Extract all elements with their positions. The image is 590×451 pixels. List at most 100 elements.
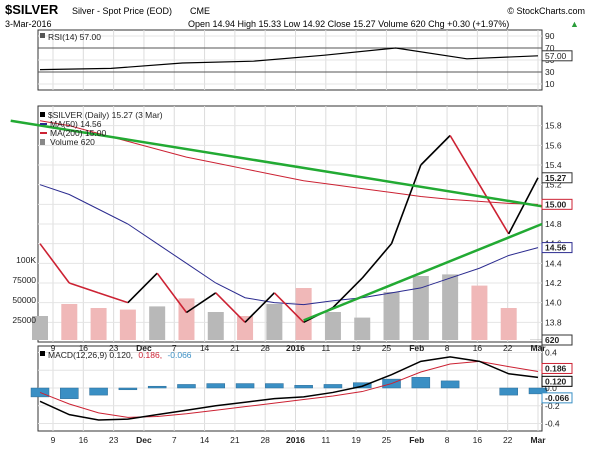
rsi-value-text: 57.00 <box>545 51 567 61</box>
macd-histogram-bar <box>411 377 431 389</box>
quote-up-arrow-icon: ▲ <box>570 19 579 29</box>
macd-histogram-bar <box>294 385 313 389</box>
rsi-title: RSI(14) 57.00 <box>48 32 101 42</box>
macd-y-tick-label: 0.0 <box>545 383 557 393</box>
price-value-box <box>541 198 573 210</box>
volume-legend-swatch <box>40 139 45 145</box>
chart-instrument-name: Silver - Spot Price (EOD) <box>72 6 172 16</box>
x-tick-label-macd: 25 <box>382 435 392 445</box>
macd-histogram-bar <box>265 383 284 389</box>
price-line-segment <box>420 134 451 166</box>
macd-histogram-bar <box>352 382 372 389</box>
price-line-segment <box>39 243 70 284</box>
x-tick-label-macd: 16 <box>473 435 483 445</box>
volume-bar <box>149 306 166 340</box>
axis-labels: 9 9 16 16 23 23 Dec Dec 7 7 14 14 21 21 28 28 2016 2016 11… <box>12 31 573 445</box>
price-value-box <box>541 242 573 254</box>
price-value-box <box>541 172 573 184</box>
price-y-tick-label: 14.2 <box>545 278 562 288</box>
macd-y-tick-label: -0.2 <box>545 401 560 411</box>
volume-bar <box>442 274 459 340</box>
ma50-line <box>39 184 539 306</box>
macd-histogram-bar <box>147 385 167 389</box>
macd-histogram-bar <box>60 387 79 399</box>
price-value-text: 14.56 <box>545 243 567 253</box>
gridlines <box>38 30 542 431</box>
price-y-tick-label: 15.2 <box>545 180 562 190</box>
price-line-segment <box>361 243 393 279</box>
chart-symbol: $SILVER <box>5 2 59 17</box>
x-tick-label-price: Mar <box>530 343 546 353</box>
macd-value-text: 0.120 <box>545 376 567 386</box>
price-value-label-close: 15.27 <box>541 172 573 184</box>
chart-date: 3-Mar-2016 <box>5 19 52 29</box>
x-tick-label-price: 8 <box>445 343 450 353</box>
price-y-tick-label: 15.6 <box>545 140 562 150</box>
x-tick-label-price: 9 <box>51 343 56 353</box>
volume-legend-label: Volume 620 <box>50 137 95 147</box>
rsi-plot <box>38 47 542 73</box>
price-line-segment <box>244 292 275 323</box>
x-tick-label-price: 16 <box>79 343 89 353</box>
rsi-legend: RSI(14) 57.00 <box>40 32 101 42</box>
macd-value-label: 0.120 <box>541 375 573 387</box>
x-tick-label-macd: 22 <box>503 435 513 445</box>
price-line-segment <box>69 282 99 294</box>
rsi-y-tick-label: 30 <box>545 67 555 77</box>
volume-bar <box>471 285 488 340</box>
x-tick-label-macd: 23 <box>109 435 119 445</box>
volume-y-tick-label: 100K <box>16 255 36 265</box>
macd-y-tick-label: -0.4 <box>545 419 560 429</box>
price-y-tick-label: 15.4 <box>545 160 562 170</box>
price-line-segment <box>507 177 539 235</box>
x-tick-label-price: 11 <box>321 343 330 353</box>
macd-histogram-bar <box>235 383 255 389</box>
price-y-tick-label: 14.8 <box>545 219 562 229</box>
x-tick-label-macd: 2016 <box>286 435 305 445</box>
rsi-value-box <box>541 50 573 62</box>
macd-legend-swatch <box>40 351 45 356</box>
price-line-segment <box>156 272 188 313</box>
volume-bar <box>119 309 136 340</box>
volume-bar <box>295 288 312 340</box>
macd-plot <box>30 356 548 421</box>
price-line-segment <box>273 292 305 323</box>
ma200-legend-label: MA(200) 15.00 <box>50 128 106 138</box>
rsi-legend-swatch <box>40 33 45 38</box>
x-tick-label-price: 19 <box>351 343 361 353</box>
x-tick-label-macd: 7 <box>172 435 177 445</box>
volume-bar <box>383 292 400 340</box>
macd-value-text: 0.186 <box>545 363 567 373</box>
price-line-segment <box>449 135 481 186</box>
rsi-line <box>39 47 539 71</box>
x-tick-label-price: 21 <box>230 343 240 353</box>
volume-bar <box>354 317 371 340</box>
price-y-tick-label: 14.0 <box>545 298 562 308</box>
price-value-text: 15.00 <box>545 199 567 209</box>
x-tick-label-price: 22 <box>503 343 513 353</box>
volume-bar <box>324 312 341 340</box>
source-credit: © StockCharts.com <box>507 6 585 16</box>
x-tick-label-price: 7 <box>172 343 177 353</box>
x-tick-label-macd: Mar <box>530 435 546 445</box>
x-tick-label-price: 14 <box>200 343 210 353</box>
macd-legend-signal: 0.186, <box>138 350 162 360</box>
macd-y-tick-label: 0.4 <box>545 347 557 357</box>
quote-line: Open 14.94 High 15.33 Low 14.92 Close 15… <box>188 19 509 29</box>
price-value-text: 620 <box>545 335 559 345</box>
chart-exchange: CME <box>190 6 210 16</box>
macd-histogram-bar <box>323 384 343 389</box>
price-value-label-ma50: 14.56 <box>541 242 573 254</box>
price-line-segment <box>390 164 422 244</box>
rsi-value-label: 57.00 <box>541 50 573 62</box>
macd-histogram-bar <box>118 387 138 391</box>
x-tick-label-macd: 11 <box>321 435 330 445</box>
volume-bar <box>412 276 429 340</box>
macd-histogram-bar <box>206 383 226 389</box>
macd-value-text: -0.066 <box>545 393 569 403</box>
x-tick-label-macd: Feb <box>409 435 424 445</box>
price-value-label-volume: 620 <box>541 334 573 346</box>
macd-histogram-bar <box>177 384 196 389</box>
x-tick-label-macd: 21 <box>230 435 240 445</box>
